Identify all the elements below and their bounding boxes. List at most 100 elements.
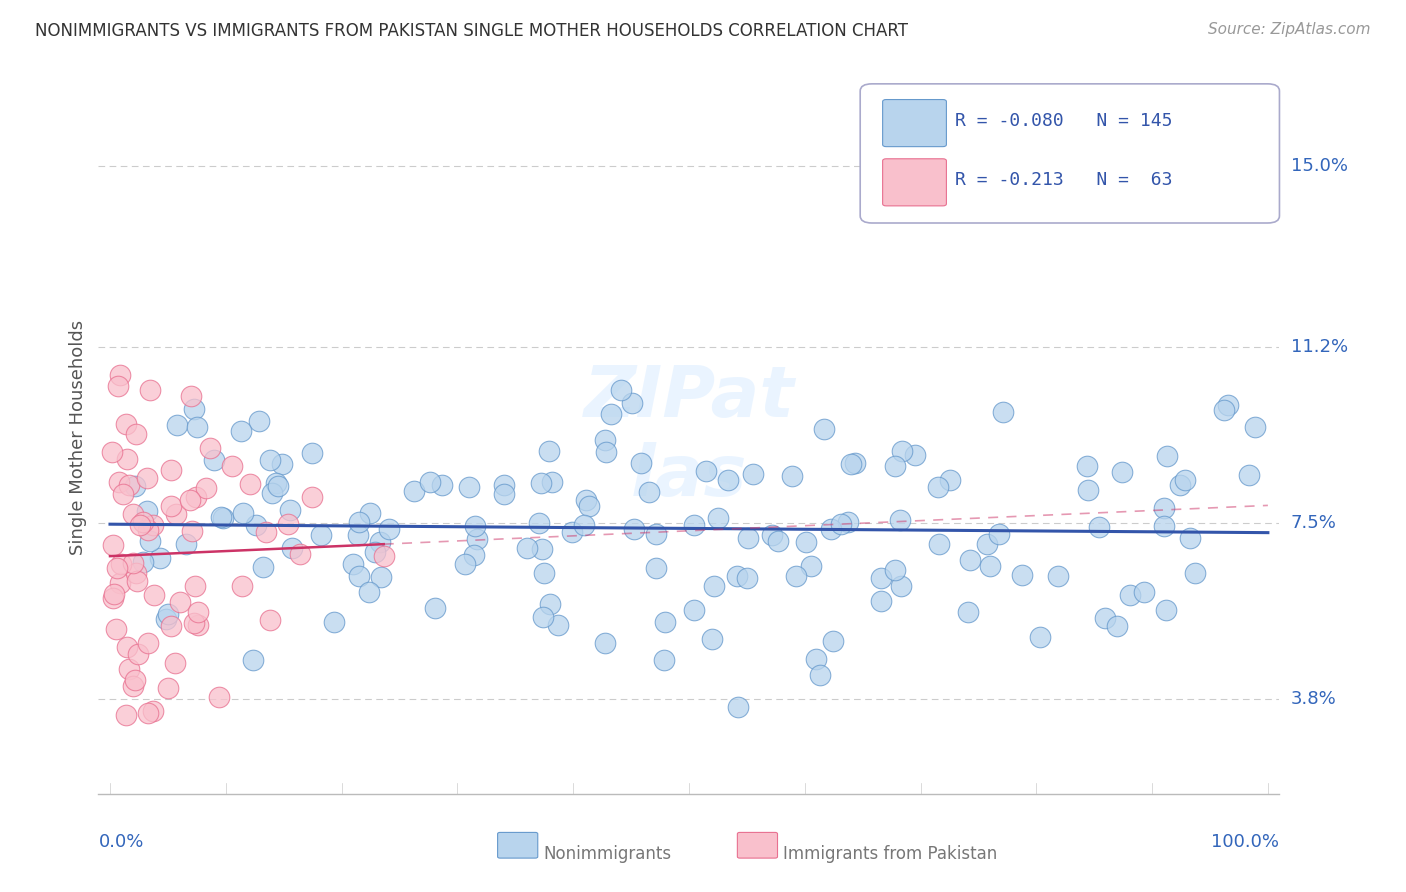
- Point: [108, 368, 131, 383]
- Point: [157, 681, 180, 695]
- Point: [741, 467, 763, 481]
- Point: [1174, 473, 1197, 487]
- Point: [717, 473, 740, 487]
- Point: [891, 443, 914, 458]
- Point: [103, 591, 125, 605]
- Text: Nonimmigrants: Nonimmigrants: [544, 846, 672, 863]
- Point: [110, 576, 132, 591]
- Point: [725, 569, 748, 583]
- Point: [200, 441, 222, 455]
- Point: [841, 457, 863, 471]
- FancyBboxPatch shape: [860, 84, 1279, 223]
- Point: [870, 571, 893, 585]
- Point: [939, 473, 962, 487]
- Point: [530, 476, 553, 491]
- Point: [245, 518, 267, 533]
- Text: R = -0.213   N =  63: R = -0.213 N = 63: [955, 171, 1173, 189]
- FancyBboxPatch shape: [883, 100, 946, 146]
- Point: [114, 417, 136, 432]
- Point: [105, 561, 128, 575]
- Point: [644, 526, 666, 541]
- Point: [927, 480, 949, 494]
- Point: [103, 586, 125, 600]
- Point: [976, 537, 998, 551]
- Point: [373, 549, 395, 563]
- Point: [575, 493, 598, 508]
- Text: Immigrants from Pakistan: Immigrants from Pakistan: [783, 846, 998, 863]
- Point: [252, 559, 274, 574]
- Point: [735, 571, 758, 585]
- Point: [821, 633, 844, 648]
- Point: [682, 603, 704, 617]
- Point: [142, 517, 165, 532]
- Point: [136, 523, 159, 537]
- Point: [347, 515, 370, 529]
- Point: [800, 559, 823, 574]
- Y-axis label: Single Mother Households: Single Mother Households: [69, 319, 87, 555]
- Point: [357, 585, 380, 599]
- Point: [1047, 568, 1070, 582]
- Point: [180, 524, 202, 538]
- Point: [132, 515, 155, 529]
- Point: [179, 493, 201, 508]
- Text: ZIPat
las: ZIPat las: [583, 363, 794, 511]
- Point: [572, 518, 595, 533]
- Point: [132, 555, 155, 569]
- Point: [184, 579, 207, 593]
- Point: [139, 383, 162, 397]
- Point: [780, 468, 803, 483]
- Point: [533, 566, 555, 581]
- Point: [349, 569, 371, 583]
- Point: [183, 402, 205, 417]
- Point: [1212, 403, 1234, 417]
- Point: [101, 538, 124, 552]
- Point: [1156, 449, 1178, 463]
- Text: 11.2%: 11.2%: [1291, 338, 1348, 356]
- Point: [458, 480, 481, 494]
- Point: [266, 476, 288, 491]
- Point: [1088, 520, 1111, 534]
- Point: [1216, 398, 1239, 412]
- Text: 15.0%: 15.0%: [1291, 157, 1347, 175]
- Point: [1132, 585, 1154, 599]
- Point: [1028, 630, 1050, 644]
- Point: [259, 452, 281, 467]
- Point: [281, 541, 304, 556]
- Point: [288, 547, 311, 561]
- Point: [737, 531, 759, 545]
- Point: [110, 558, 132, 572]
- Point: [993, 405, 1015, 419]
- Point: [194, 481, 217, 495]
- Point: [232, 506, 254, 520]
- Point: [159, 619, 181, 633]
- Point: [454, 558, 477, 572]
- Point: [988, 526, 1011, 541]
- Point: [423, 601, 446, 615]
- Point: [529, 516, 551, 530]
- Point: [149, 550, 172, 565]
- Point: [869, 594, 891, 608]
- Point: [794, 534, 817, 549]
- Point: [1154, 603, 1177, 617]
- Point: [609, 383, 631, 397]
- Point: [138, 636, 160, 650]
- Point: [593, 636, 616, 650]
- Point: [247, 414, 270, 428]
- Point: [830, 517, 852, 532]
- Point: [309, 528, 332, 542]
- FancyBboxPatch shape: [883, 159, 946, 206]
- Point: [595, 433, 617, 447]
- Point: [464, 519, 486, 533]
- Point: [115, 451, 138, 466]
- Point: [547, 618, 569, 632]
- Point: [654, 615, 676, 629]
- Point: [370, 570, 392, 584]
- Point: [1178, 531, 1201, 545]
- Point: [254, 524, 277, 539]
- Point: [142, 588, 165, 602]
- Point: [208, 690, 231, 704]
- Point: [121, 507, 143, 521]
- Point: [138, 706, 160, 720]
- Point: [1153, 501, 1175, 516]
- Point: [231, 579, 253, 593]
